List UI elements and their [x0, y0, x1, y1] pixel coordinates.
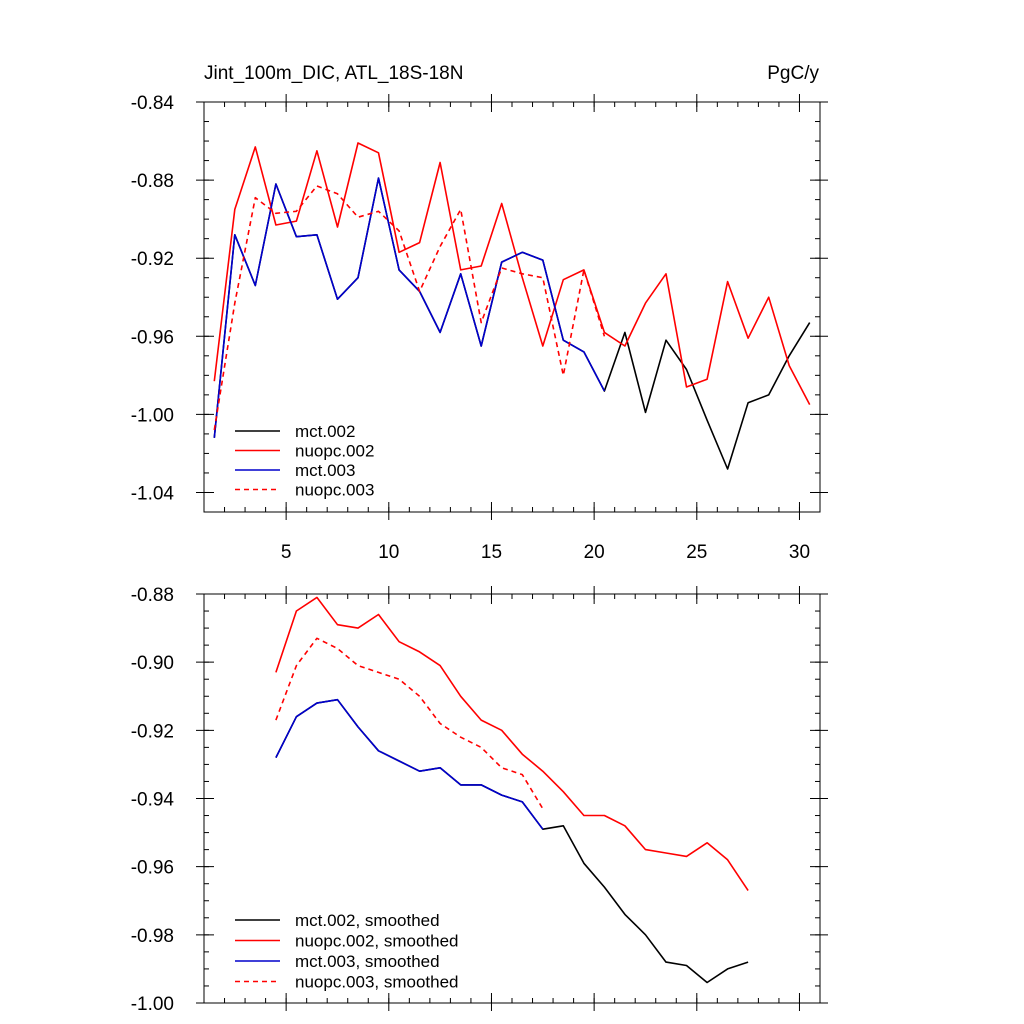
- y-tick-label: -0.96: [131, 858, 174, 879]
- y-tick-label: -0.94: [131, 790, 175, 811]
- x-tick-label: 20: [584, 542, 605, 563]
- y-tick-label: -0.92: [131, 721, 174, 742]
- series-line: [213, 185, 606, 431]
- legend-label: nuopc.003: [295, 481, 374, 500]
- y-tick-label: -1.04: [131, 483, 175, 504]
- bottom-panel: -0.88 -0.90 -0.92 -0.94 -0.96 -0.98 -1.00 mct.0…: [131, 585, 828, 1015]
- y-tick-label: -1.00: [131, 405, 174, 426]
- series-line: [213, 142, 811, 405]
- y-tick-label: -1.00: [131, 994, 174, 1015]
- x-tick-label: 5: [281, 542, 292, 563]
- legend-label: mct.003, smoothed: [295, 952, 440, 971]
- y-tick-label: -0.90: [131, 653, 174, 674]
- x-tick-label: 30: [789, 542, 810, 563]
- y-tick-label: -0.84: [131, 93, 175, 114]
- chart-title: Jint_100m_DIC, ATL_18S-18N: [204, 63, 463, 84]
- legend-label: nuopc.002, smoothed: [295, 932, 459, 951]
- y-tick-label: -0.92: [131, 249, 174, 270]
- series-line: [275, 596, 749, 891]
- y-tick-label: -0.88: [131, 171, 174, 192]
- legend-label: mct.003: [295, 461, 355, 480]
- legend-label: nuopc.002: [295, 442, 374, 461]
- legend-label: nuopc.003, smoothed: [295, 973, 459, 992]
- series-line: [275, 698, 544, 830]
- series-line: [275, 637, 544, 810]
- x-tick-label: 25: [686, 542, 707, 563]
- y-tick-label: -0.98: [131, 926, 174, 947]
- legend-label: mct.002: [295, 422, 355, 441]
- legend-label: mct.002, smoothed: [295, 911, 440, 930]
- series-line: [213, 177, 606, 438]
- y-tick-label: -0.88: [131, 585, 174, 606]
- y-tick-label: -0.96: [131, 327, 174, 348]
- x-tick-label: 10: [378, 542, 399, 563]
- unit-label: PgC/y: [767, 63, 819, 84]
- x-tick-label: 15: [481, 542, 502, 563]
- top-panel: -0.84 -0.88 -0.92 -0.96 -1.00 -1.04 5 10 15 20 25 3…: [131, 63, 828, 563]
